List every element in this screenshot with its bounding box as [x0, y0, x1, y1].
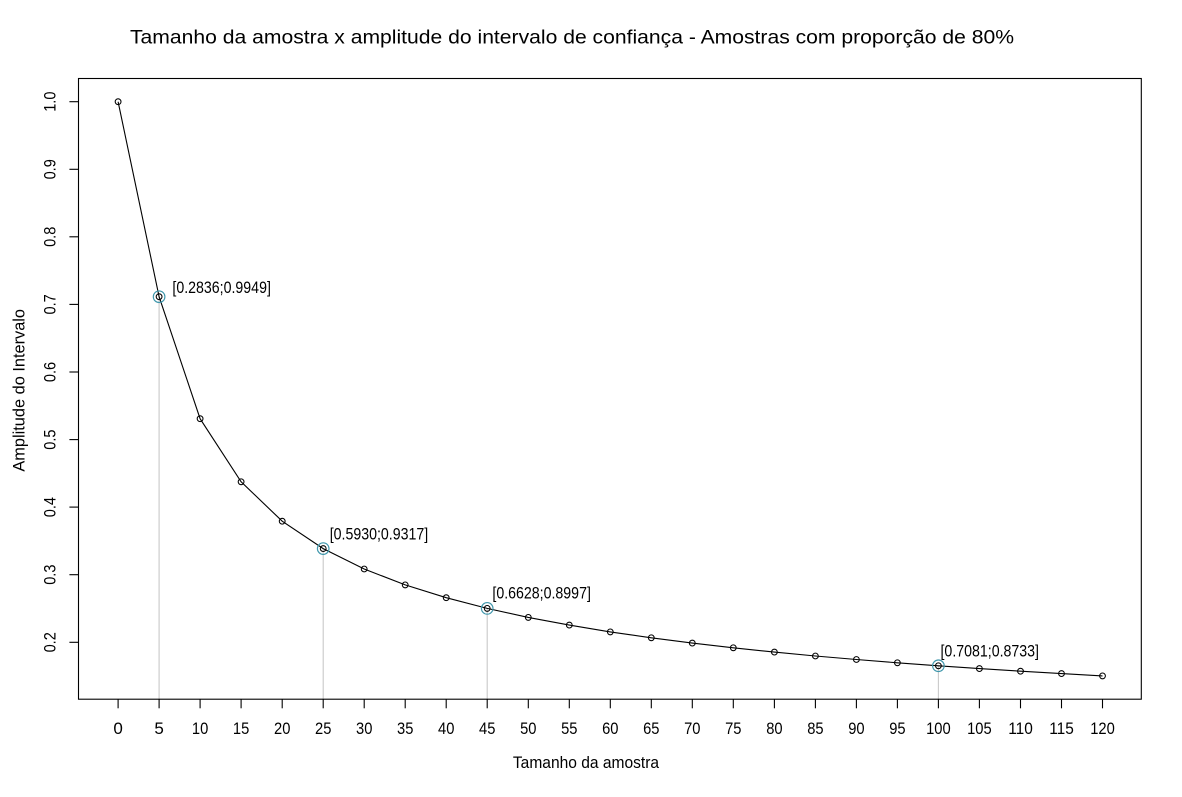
svg-text:110: 110	[1008, 719, 1033, 738]
svg-text:30: 30	[356, 719, 372, 738]
svg-text:0.7: 0.7	[40, 294, 59, 314]
svg-text:Amplitude do Intervalo: Amplitude do Intervalo	[10, 309, 29, 472]
svg-text:10: 10	[192, 719, 208, 738]
svg-text:105: 105	[967, 719, 992, 738]
svg-text:20: 20	[274, 719, 290, 738]
svg-text:[0.2836;0.9949]: [0.2836;0.9949]	[172, 278, 271, 297]
svg-text:70: 70	[684, 719, 700, 738]
svg-text:0.2: 0.2	[40, 632, 59, 652]
svg-text:45: 45	[479, 719, 495, 738]
svg-text:0.9: 0.9	[40, 159, 59, 179]
svg-text:0.5: 0.5	[40, 430, 59, 450]
svg-text:90: 90	[848, 719, 864, 738]
svg-text:Tamanho da amostra: Tamanho da amostra	[513, 753, 660, 772]
svg-text:65: 65	[643, 719, 659, 738]
svg-text:35: 35	[397, 719, 413, 738]
svg-text:0.4: 0.4	[40, 497, 59, 517]
svg-text:115: 115	[1049, 719, 1074, 738]
svg-text:40: 40	[438, 719, 454, 738]
svg-text:15: 15	[233, 719, 249, 738]
svg-text:0: 0	[113, 719, 122, 738]
svg-text:1.0: 1.0	[40, 92, 59, 112]
svg-text:0.8: 0.8	[40, 227, 59, 247]
svg-text:75: 75	[725, 719, 741, 738]
svg-text:60: 60	[602, 719, 618, 738]
svg-text:95: 95	[889, 719, 905, 738]
svg-text:25: 25	[315, 719, 331, 738]
svg-text:50: 50	[520, 719, 536, 738]
svg-text:[0.7081;0.8733]: [0.7081;0.8733]	[941, 641, 1040, 660]
svg-text:0.6: 0.6	[40, 362, 59, 382]
svg-text:100: 100	[926, 719, 951, 738]
svg-text:5: 5	[154, 719, 163, 738]
svg-text:0.3: 0.3	[40, 565, 59, 585]
svg-text:55: 55	[561, 719, 577, 738]
svg-text:Tamanho da amostra x amplitude: Tamanho da amostra x amplitude do interv…	[130, 27, 1014, 49]
svg-text:[0.6628;0.8997]: [0.6628;0.8997]	[492, 583, 591, 602]
svg-text:85: 85	[807, 719, 823, 738]
svg-text:[0.5930;0.9317]: [0.5930;0.9317]	[330, 524, 429, 543]
svg-text:120: 120	[1090, 719, 1115, 738]
svg-text:80: 80	[766, 719, 782, 738]
